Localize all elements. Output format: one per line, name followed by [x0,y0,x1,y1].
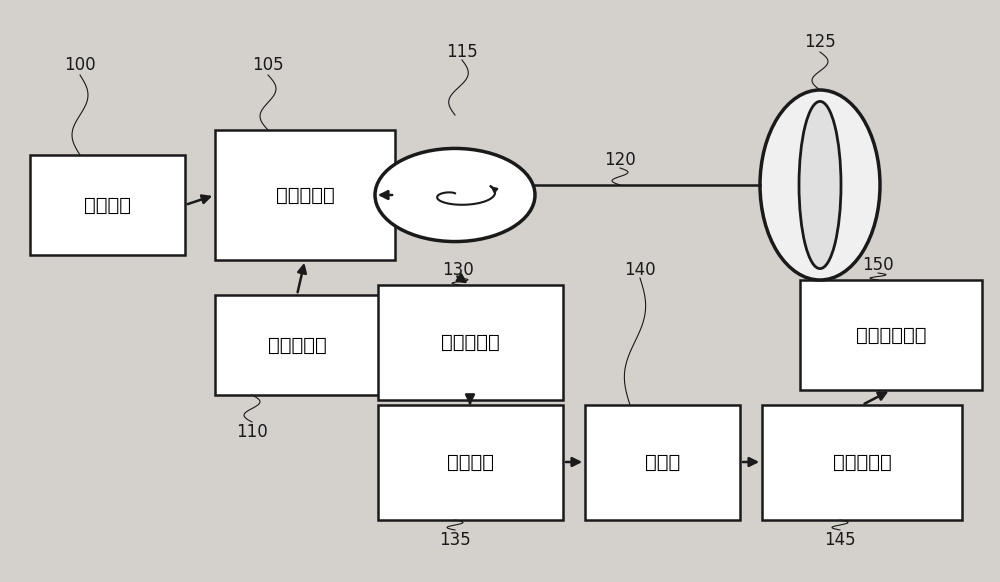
Bar [215,130,395,260]
Bar [378,285,563,400]
Text: 100: 100 [64,56,96,74]
Text: 110: 110 [236,423,268,441]
Circle shape [375,148,535,242]
Text: 120: 120 [604,151,636,169]
Text: 激光二极管: 激光二极管 [276,186,334,204]
Text: 信号处理单元: 信号处理单元 [856,325,926,345]
Bar [30,155,185,255]
Text: 150: 150 [862,256,894,274]
Text: 135: 135 [439,531,471,549]
Bar [585,405,740,520]
Text: 光二极管: 光二极管 [447,453,494,472]
Bar [800,280,982,390]
Bar [762,405,962,520]
Ellipse shape [760,90,880,280]
Bar [215,295,380,395]
Text: 105: 105 [252,56,284,74]
Ellipse shape [799,101,841,269]
Text: 130: 130 [442,261,474,279]
Text: 脉冲发生器: 脉冲发生器 [268,335,327,354]
Text: 放大器: 放大器 [645,453,680,472]
Text: 电源单元: 电源单元 [84,196,131,215]
Bar [378,405,563,520]
Text: 拉曼滤波器: 拉曼滤波器 [441,333,500,352]
Text: 125: 125 [804,33,836,51]
Text: 140: 140 [624,261,656,279]
Text: 115: 115 [446,43,478,61]
Text: 数字转换器: 数字转换器 [833,453,891,472]
Text: 145: 145 [824,531,856,549]
